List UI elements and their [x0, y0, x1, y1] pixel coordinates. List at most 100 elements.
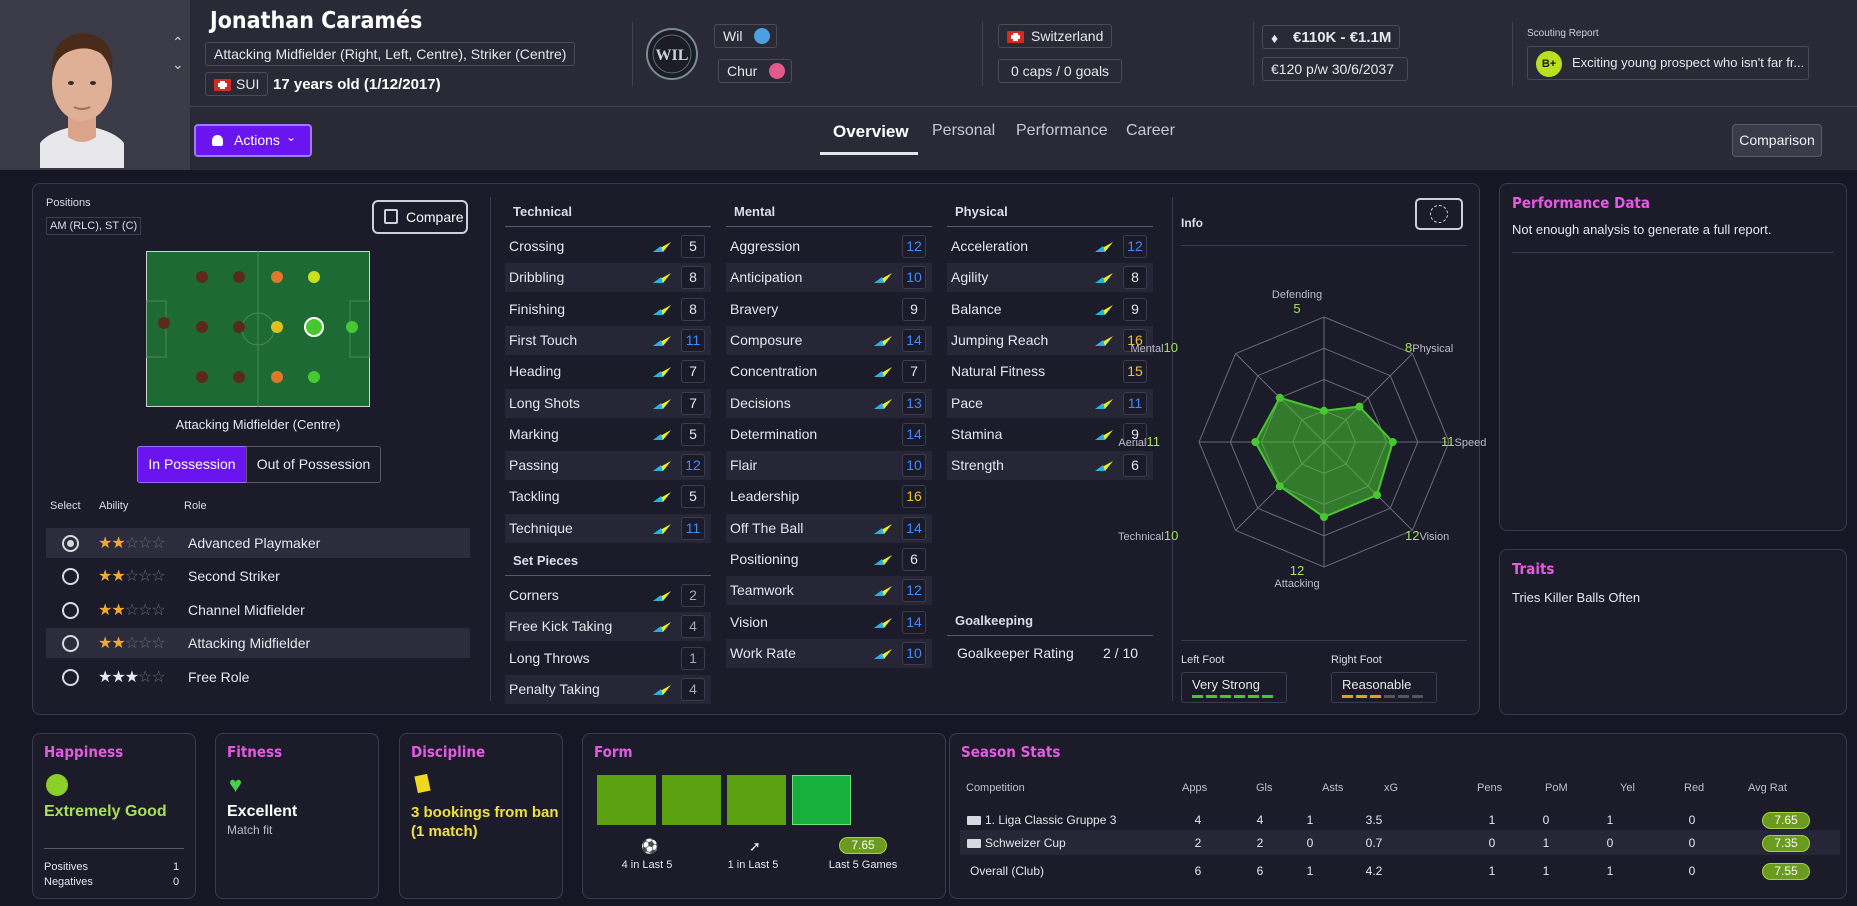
form-rating-label: Last 5 Games [828, 859, 898, 871]
role-radio[interactable] [62, 635, 79, 652]
trend-arrow-icon [653, 461, 671, 472]
discipline-card[interactable]: Discipline 3 bookings from ban (1 match) [399, 733, 563, 899]
stat-competition[interactable]: Overall (Club) [970, 864, 1045, 878]
stat-competition[interactable]: Schweizer Cup [985, 836, 1066, 850]
in-possession-toggle[interactable]: In Possession [137, 446, 247, 483]
attribute-row[interactable]: Leadership 16 [726, 482, 932, 511]
radar-axis-value: 12 [1289, 563, 1305, 578]
wage: €120 p/w [1271, 61, 1328, 77]
radar-toggle-button[interactable] [1415, 198, 1463, 230]
radar-axis-value: 11 [1146, 434, 1161, 449]
position-pitch[interactable] [146, 251, 370, 407]
role-radio[interactable] [62, 602, 79, 619]
attribute-row[interactable]: Concentration 7 [726, 357, 932, 386]
attribute-row[interactable]: Teamwork 12 [726, 576, 932, 606]
attribute-row[interactable]: Technique 11 [505, 513, 711, 543]
attribute-row[interactable]: Off The Ball 14 [726, 513, 932, 543]
attribute-row[interactable]: Finishing 8 [505, 295, 711, 324]
form-game-block [792, 775, 851, 825]
attribute-row[interactable]: Determination 14 [726, 420, 932, 449]
season-stats-card[interactable]: Season Stats [949, 733, 1847, 899]
attribute-row[interactable]: Bravery 9 [726, 295, 932, 324]
attribute-name: Determination [730, 425, 818, 442]
goalkeeping-title: Goalkeeping [955, 613, 1034, 628]
role-row[interactable]: ★★☆☆☆ Advanced Playmaker [46, 528, 470, 558]
trend-arrow-icon [874, 367, 892, 378]
attribute-row[interactable]: Stamina 9 [947, 420, 1153, 449]
actions-button[interactable]: Actions ⌄ [194, 124, 312, 157]
stat-competition[interactable]: 1. Liga Classic Gruppe 3 [985, 813, 1117, 827]
stat-cell: 1 [1606, 864, 1614, 878]
attribute-row[interactable]: Tackling 5 [505, 482, 711, 511]
club-chip[interactable]: Wil [714, 24, 778, 48]
attribute-row[interactable]: Agility 8 [947, 263, 1153, 293]
attribute-row[interactable]: Marking 5 [505, 420, 711, 449]
stat-cell: 2 [1194, 836, 1202, 850]
club-badge-icon[interactable]: WIL [645, 27, 699, 81]
role-name: Channel Midfielder [188, 602, 305, 618]
attribute-row[interactable]: Positioning 6 [726, 545, 932, 574]
attribute-row[interactable]: Long Throws 1 [505, 644, 711, 673]
role-row[interactable]: ★★☆☆☆ Channel Midfielder [46, 595, 470, 625]
goalkeeper-rating-row: Goalkeeper Rating 2 / 10 [947, 639, 1153, 668]
attribute-row[interactable]: Jumping Reach 16 [947, 325, 1153, 355]
next-player-icon[interactable]: ⌄ [172, 56, 184, 72]
role-row[interactable]: ★★★☆☆ Free Role [46, 662, 470, 692]
attribute-row[interactable]: First Touch 11 [505, 325, 711, 355]
compare-button[interactable]: Compare [372, 200, 468, 234]
nationality-code: SUI [236, 76, 260, 92]
role-row[interactable]: ★★☆☆☆ Second Striker [46, 561, 470, 591]
tab-career[interactable]: Career [1126, 122, 1175, 139]
attribute-row[interactable]: Strength 6 [947, 451, 1153, 481]
attribute-row[interactable]: Crossing 5 [505, 232, 711, 261]
attribute-row[interactable]: Anticipation 10 [726, 263, 932, 293]
form-card[interactable]: Form ⚽ 4 in Last 5 ➚ 1 in Last 5 7.65 La… [582, 733, 946, 899]
radar-label: Defending 5 [1257, 289, 1337, 316]
tab-performance[interactable]: Performance [1016, 122, 1108, 139]
attribute-row[interactable]: Passing 12 [505, 451, 711, 481]
attribute-row[interactable]: Decisions 13 [726, 388, 932, 418]
scouting-report[interactable]: B+ Exciting young prospect who isn't far… [1527, 46, 1809, 80]
attribute-row[interactable]: Pace 11 [947, 388, 1153, 418]
attribute-row[interactable]: Acceleration 12 [947, 232, 1153, 261]
out-possession-toggle[interactable]: Out of Possession [246, 446, 381, 483]
stat-header: Red [1684, 782, 1705, 794]
comparison-button[interactable]: Comparison [1732, 124, 1822, 157]
attribute-value: 14 [902, 516, 926, 540]
attribute-row[interactable]: Natural Fitness 15 [947, 357, 1153, 386]
prev-player-icon[interactable]: ⌃ [172, 34, 184, 50]
attribute-value: 6 [1123, 454, 1147, 478]
attribute-row[interactable]: Long Shots 7 [505, 388, 711, 418]
attribute-row[interactable]: Aggression 12 [726, 232, 932, 261]
loan-status-icon [769, 63, 786, 79]
stat-cell: 6 [1194, 864, 1202, 878]
tab-personal[interactable]: Personal [932, 122, 996, 139]
attribute-row[interactable]: Composure 14 [726, 325, 932, 355]
attribute-row[interactable]: Vision 14 [726, 608, 932, 637]
radar-point [1251, 438, 1260, 446]
attribute-row[interactable]: Balance 9 [947, 295, 1153, 324]
fitness-card[interactable]: Fitness ♥ Excellent Match fit [215, 733, 379, 899]
fitness-sub: Match fit [227, 823, 273, 837]
attribute-row[interactable]: Dribbling 8 [505, 263, 711, 293]
role-radio[interactable] [62, 568, 79, 585]
attribute-name: Finishing [509, 300, 566, 317]
happiness-card[interactable]: Happiness Extremely Good Positives 1 Neg… [32, 733, 196, 899]
attribute-row[interactable]: Work Rate 10 [726, 638, 932, 668]
attribute-row[interactable]: Flair 10 [726, 451, 932, 481]
country-chip[interactable]: Switzerland [998, 24, 1113, 48]
boot-icon: ➚ [749, 838, 761, 854]
role-row[interactable]: ★★☆☆☆ Attacking Midfielder [46, 628, 470, 658]
trend-arrow-icon [1095, 304, 1113, 315]
tab-overview[interactable]: Overview [833, 122, 909, 141]
role-stars: ★★★☆☆ [98, 669, 166, 686]
trend-arrow-icon [874, 335, 892, 346]
attribute-row[interactable]: Penalty Taking 4 [505, 674, 711, 704]
attribute-row[interactable]: Corners 2 [505, 581, 711, 610]
loan-club-chip[interactable]: Chur [718, 59, 793, 83]
right-foot-bar [1342, 695, 1382, 698]
attribute-row[interactable]: Heading 7 [505, 357, 711, 386]
attribute-row[interactable]: Free Kick Taking 4 [505, 612, 711, 642]
role-radio[interactable] [62, 535, 79, 552]
role-radio[interactable] [62, 669, 79, 686]
